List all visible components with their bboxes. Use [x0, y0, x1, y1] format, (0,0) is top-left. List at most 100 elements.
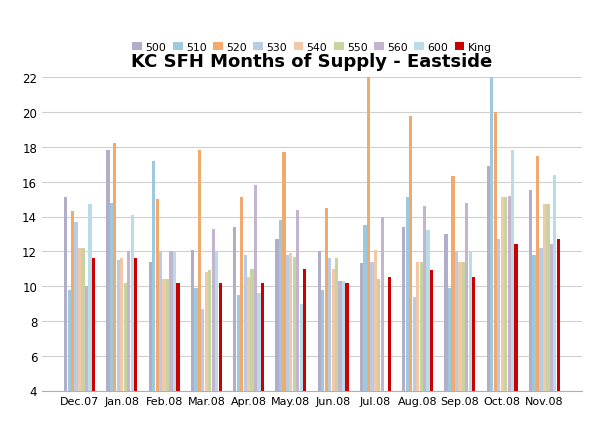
Bar — [381, 217, 384, 391]
Bar — [317, 252, 321, 391]
Bar — [117, 260, 120, 391]
Bar — [169, 252, 173, 391]
Bar — [134, 259, 137, 391]
Bar — [244, 255, 247, 391]
Bar — [279, 220, 282, 391]
Bar — [283, 153, 286, 391]
Bar — [191, 250, 194, 391]
Bar — [289, 253, 292, 391]
Bar — [550, 245, 553, 391]
Bar — [166, 279, 169, 391]
Bar — [212, 229, 215, 391]
Bar — [120, 259, 124, 391]
Bar — [71, 212, 74, 391]
Bar — [388, 278, 391, 391]
Bar — [286, 255, 289, 391]
Bar — [88, 205, 92, 391]
Bar — [557, 240, 560, 391]
Bar — [254, 186, 257, 391]
Bar — [364, 226, 367, 391]
Bar — [448, 288, 451, 391]
Bar — [149, 262, 152, 391]
Bar — [462, 262, 465, 391]
Bar — [205, 273, 208, 391]
Bar — [173, 252, 176, 391]
Bar — [416, 262, 419, 391]
Bar — [529, 191, 532, 391]
Bar — [423, 207, 426, 391]
Bar — [500, 198, 504, 391]
Bar — [208, 271, 211, 391]
Bar — [78, 248, 81, 391]
Bar — [504, 198, 507, 391]
Bar — [233, 227, 236, 391]
Bar — [402, 227, 406, 391]
Bar — [487, 167, 490, 391]
Bar — [124, 283, 127, 391]
Title: KC SFH Months of Supply - Eastside: KC SFH Months of Supply - Eastside — [131, 53, 493, 71]
Bar — [74, 222, 77, 391]
Bar — [370, 262, 374, 391]
Bar — [377, 279, 380, 391]
Bar — [198, 151, 201, 391]
Bar — [321, 290, 325, 391]
Bar — [451, 177, 455, 391]
Bar — [240, 198, 243, 391]
Bar — [299, 304, 303, 391]
Bar — [342, 281, 345, 391]
Bar — [458, 262, 461, 391]
Bar — [218, 283, 222, 391]
Bar — [194, 288, 197, 391]
Bar — [82, 248, 85, 391]
Bar — [360, 264, 363, 391]
Bar — [532, 255, 536, 391]
Bar — [293, 257, 296, 391]
Legend: 500, 510, 520, 530, 540, 550, 560, 600, King: 500, 510, 520, 530, 540, 550, 560, 600, … — [133, 43, 491, 53]
Bar — [296, 210, 299, 391]
Bar — [514, 245, 518, 391]
Bar — [543, 205, 546, 391]
Bar — [419, 262, 423, 391]
Bar — [176, 283, 179, 391]
Bar — [490, 62, 493, 391]
Bar — [335, 259, 338, 391]
Bar — [536, 156, 539, 391]
Bar — [163, 279, 166, 391]
Bar — [201, 309, 205, 391]
Bar — [106, 151, 110, 391]
Bar — [159, 252, 162, 391]
Bar — [332, 269, 335, 391]
Bar — [547, 205, 550, 391]
Bar — [553, 175, 556, 391]
Bar — [409, 116, 412, 391]
Bar — [511, 151, 514, 391]
Bar — [472, 278, 475, 391]
Bar — [539, 248, 542, 391]
Bar — [494, 113, 497, 391]
Bar — [64, 198, 67, 391]
Bar — [68, 290, 71, 391]
Bar — [261, 283, 264, 391]
Bar — [131, 215, 134, 391]
Bar — [155, 200, 159, 391]
Bar — [303, 269, 307, 391]
Bar — [250, 269, 254, 391]
Bar — [92, 259, 95, 391]
Bar — [430, 271, 433, 391]
Bar — [413, 297, 416, 391]
Bar — [247, 278, 250, 391]
Bar — [455, 252, 458, 391]
Bar — [113, 144, 116, 391]
Bar — [445, 234, 448, 391]
Bar — [374, 250, 377, 391]
Bar — [465, 203, 469, 391]
Bar — [85, 286, 88, 391]
Bar — [427, 231, 430, 391]
Bar — [406, 198, 409, 391]
Bar — [346, 283, 349, 391]
Bar — [508, 196, 511, 391]
Bar — [275, 240, 278, 391]
Bar — [215, 252, 218, 391]
Bar — [367, 54, 370, 391]
Bar — [236, 295, 240, 391]
